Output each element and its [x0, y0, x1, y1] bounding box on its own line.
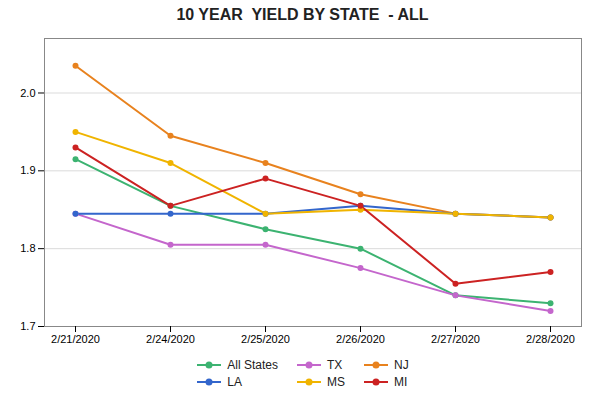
html-text:LA: LA	[227, 375, 242, 389]
html-text:MI: MI	[394, 375, 408, 389]
svg-text:2/26/2020: 2/26/2020	[336, 333, 385, 345]
svg-text:1.9: 1.9	[20, 164, 35, 176]
html-text:10 YEAR YIELD BY STATE - ALL: 10 YEAR YIELD BY STATE - ALL	[176, 6, 429, 23]
svg-text:2/24/2020: 2/24/2020	[146, 333, 195, 345]
html-text:NJ: NJ	[394, 358, 409, 372]
html-text:TX: TX	[327, 358, 343, 372]
svg-text:2/25/2020: 2/25/2020	[241, 333, 290, 345]
svg-text:2/21/2020: 2/21/2020	[51, 333, 100, 345]
svg-text:1.8: 1.8	[20, 242, 35, 254]
html-text:MS: MS	[327, 375, 345, 389]
svg-text:1.7: 1.7	[20, 320, 35, 332]
html-text:All States: All States	[227, 358, 278, 372]
svg-text:2/27/2020: 2/27/2020	[431, 333, 480, 345]
svg-text:2.0: 2.0	[20, 87, 35, 99]
svg-text:2/28/2020: 2/28/2020	[526, 333, 575, 345]
